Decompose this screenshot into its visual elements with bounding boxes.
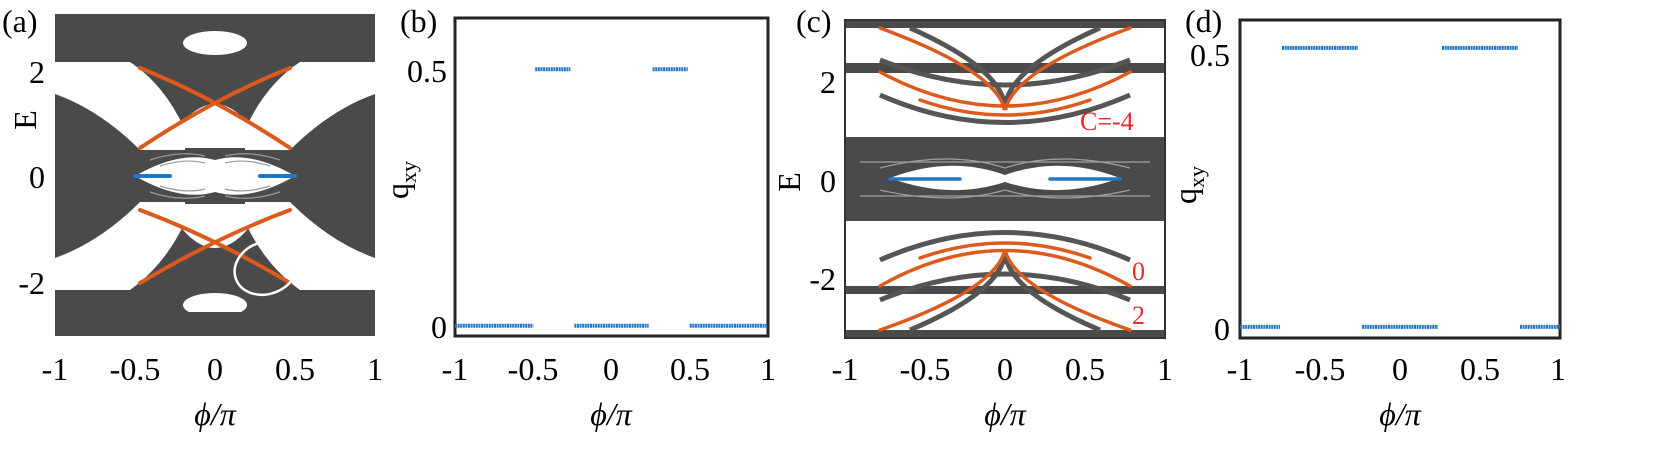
panel-d-ytick-05: 0.5 [1190,37,1230,73]
panel-b-xtick-0: -1 [442,351,469,387]
panel-b-xtick-3: 0.5 [670,351,710,387]
panel-c-edge-states [878,26,1132,332]
panel-c-xtick-2: 0 [997,351,1013,387]
orange-edge-lower-2 [138,208,292,285]
panel-c-xtick-0: -1 [832,351,859,387]
panel-b-ylabel: qxy [379,161,421,199]
panel-d-xtick-4: 1 [1550,351,1566,387]
panel-d-xlabel: ϕ/π [1379,396,1421,432]
panel-a-xtick-1: -0.5 [110,351,161,387]
panel-a-bulk-spectrum [55,14,375,336]
panel-d-xtick-0: -1 [1227,351,1254,387]
panel-a-xtick-2: 0 [207,351,223,387]
panel-a-xtick-3: 0.5 [275,351,315,387]
panel-d-ylabel: qxy [1167,166,1209,204]
panel-c-ytick-m2: -2 [809,261,836,297]
panel-a-ylabel: E [7,110,43,130]
chern-label-mid: 0 [1132,257,1145,286]
chern-label-bottom: 2 [1132,301,1145,330]
panel-a-xlabel: ϕ/π [194,396,236,432]
panel-b-ytick-05: 0.5 [407,53,447,89]
orange-c-u1 [878,26,1132,111]
orange-c-l2 [878,248,1132,288]
panel-c-xtick-4: 1 [1157,351,1173,387]
panel-b-xtick-1: -0.5 [508,351,559,387]
orange-c-l3 [918,241,1092,260]
panel-b-ytick-0: 0 [431,309,447,345]
panel-a-edge-states [133,66,299,297]
panel-d-label: (d) [1185,3,1222,39]
panel-b-frame [453,16,770,338]
panel-d-series [1240,45,1560,329]
panel-a-xtick-0: -1 [42,351,69,387]
panel-a-xtick-4: 1 [367,351,383,387]
panel-c-ytick-0: 0 [820,163,836,199]
panel-a-ytick-m2: -2 [18,265,45,301]
panel-b: (b) qxy 0.5 0 -1 -0.5 0 0.5 1 ϕ/π [379,3,776,432]
orange-c-u3 [918,98,1092,117]
panel-d-xtick-3: 0.5 [1460,351,1500,387]
panel-c-xlabel: ϕ/π [984,396,1026,432]
panel-b-series [455,67,768,328]
panel-b-label: (b) [400,3,437,39]
panel-a-label: (a) [2,3,38,39]
panel-c-ytick-2: 2 [820,64,836,100]
panel-c-chern-labels: C=-4 0 2 [1080,107,1145,330]
panel-c-xtick-1: -0.5 [900,351,951,387]
panel-d-ytick-0: 0 [1214,311,1230,347]
panel-c-ylabel: E [771,172,807,192]
orange-edge-upper-2 [138,66,292,150]
orange-c-u2 [878,70,1132,108]
panel-c: (c) [771,3,1173,432]
panel-d-xtick-2: 0 [1392,351,1408,387]
panel-a-ytick-2: 2 [29,54,45,90]
panel-a-ytick-0: 0 [29,159,45,195]
highlight-ellipse [233,239,299,297]
panel-b-xlabel: ϕ/π [590,396,632,432]
panel-d-xtick-1: -0.5 [1295,351,1346,387]
panel-c-frame [844,19,1166,339]
panel-c-xtick-3: 0.5 [1065,351,1105,387]
panel-b-xtick-4: 1 [760,351,776,387]
panel-d: (d) qxy 0.5 0 -1 -0.5 0 0.5 1 ϕ/π [1167,3,1566,432]
panel-b-xtick-2: 0 [603,351,619,387]
panel-c-label: (c) [796,3,832,39]
panel-d-frame [1238,18,1562,340]
panel-a: (a) [2,3,383,432]
chern-label-top: C=-4 [1080,107,1134,136]
